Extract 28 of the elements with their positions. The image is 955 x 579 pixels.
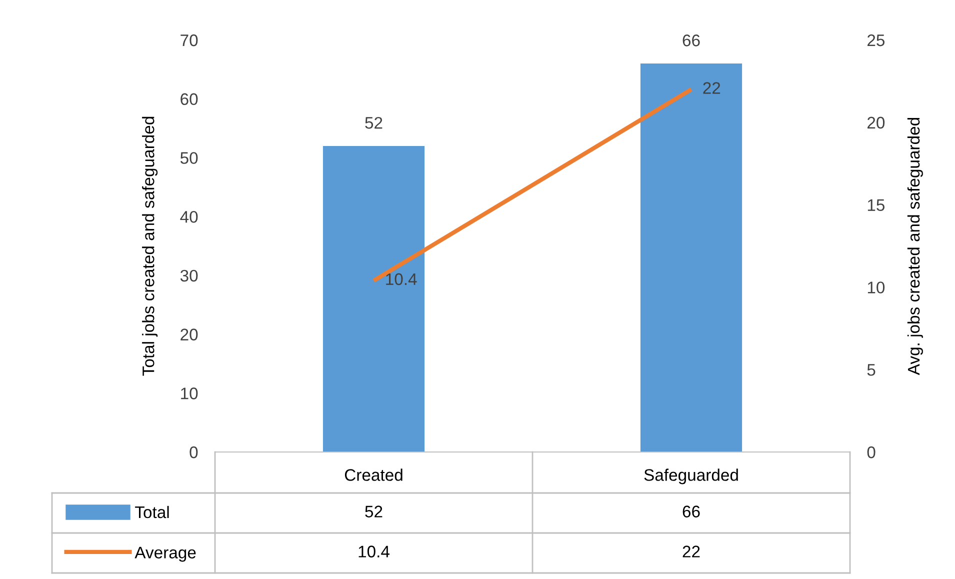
text: 66	[682, 506, 700, 518]
x-tick-label: Created	[344, 468, 402, 481]
data-label: 52	[365, 116, 382, 129]
legend-label: Total	[135, 506, 169, 518]
text: 52	[365, 506, 382, 518]
y-tick-label: 10	[181, 388, 198, 400]
y2-tick-label: 25	[868, 34, 885, 46]
y-tick-label: 50	[180, 152, 198, 164]
legend-label: Average	[134, 546, 196, 562]
y-axis-title: Total jobs created and safeguarded	[142, 116, 158, 376]
y-tick-label: 30	[180, 270, 198, 282]
y-tick-label: 40	[180, 210, 198, 223]
y-tick-label: 70	[180, 34, 198, 46]
data-label: 66	[682, 34, 700, 46]
y-tick-label: 20	[180, 328, 198, 340]
text: 10.4	[358, 546, 390, 558]
y2-tick-label: 0	[867, 446, 876, 458]
y2-tick-label: 20	[868, 116, 885, 129]
y2-tick-label: 5	[867, 364, 876, 376]
y2-axis-title: Avg. jobs created and safeguarded	[907, 118, 923, 376]
y2-tick-label: 15	[868, 199, 885, 212]
x-tick-label: Safeguarded	[644, 468, 738, 484]
y-tick-label: 60	[180, 93, 198, 106]
y2-tick-label: 10	[868, 282, 885, 294]
text: 22	[682, 546, 700, 558]
data-label: 10.4	[386, 273, 417, 286]
data-label: 22	[703, 82, 720, 94]
y-tick-label: 0	[190, 446, 198, 458]
